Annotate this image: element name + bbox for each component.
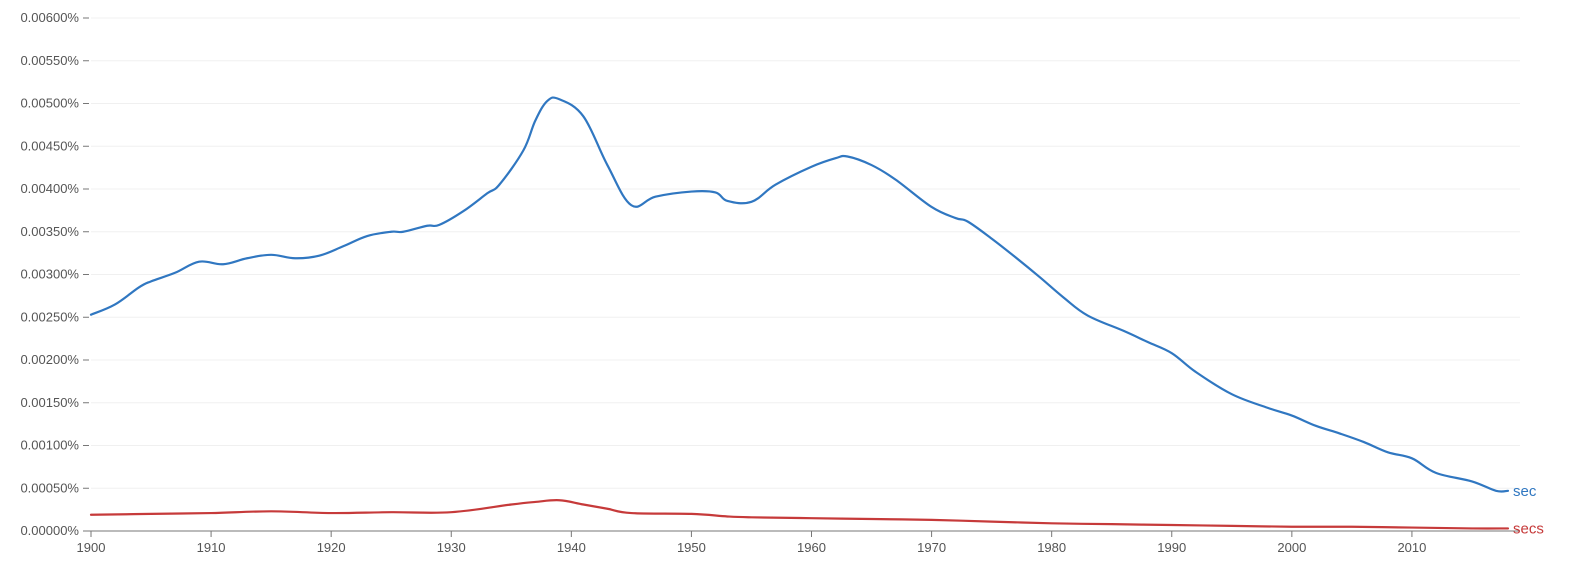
y-tick-label: 0.00050% xyxy=(20,480,79,495)
series-line-sec[interactable] xyxy=(89,96,1510,493)
y-axis: 0.00000% 0.00050% 0.00100% 0.00150% 0.00200%… xyxy=(20,10,89,538)
y-tick-label: 0.00500% xyxy=(20,96,79,111)
x-tick-label: 2010 xyxy=(1397,540,1426,555)
x-tick-label: 1930 xyxy=(437,540,466,555)
x-tick-label: 1950 xyxy=(677,540,706,555)
y-tick-label: 0.00450% xyxy=(20,138,79,153)
x-tick-label: 2000 xyxy=(1277,540,1306,555)
x-tick-label: 1900 xyxy=(77,540,106,555)
y-tick-label: 0.00100% xyxy=(20,438,79,453)
series-line-secs[interactable] xyxy=(89,499,1510,530)
x-tick-label: 1910 xyxy=(197,540,226,555)
x-tick-label: 1940 xyxy=(557,540,586,555)
x-tick-label: 1970 xyxy=(917,540,946,555)
y-tick-label: 0.00400% xyxy=(20,181,79,196)
y-tick-label: 0.00250% xyxy=(20,309,79,324)
y-tick-label: 0.00600% xyxy=(20,10,79,25)
y-tick-label: 0.00150% xyxy=(20,395,79,410)
series-label-sec: sec xyxy=(1513,483,1537,500)
series-labels: sec secs xyxy=(1513,483,1544,538)
y-tick-label: 0.00350% xyxy=(20,224,79,239)
y-tick-label: 0.00200% xyxy=(20,352,79,367)
x-tick-label: 1980 xyxy=(1037,540,1066,555)
y-tick-label: 0.00000% xyxy=(20,523,79,538)
series-label-secs: secs xyxy=(1513,520,1544,537)
grid-lines xyxy=(91,17,1520,489)
x-tick-label: 1990 xyxy=(1157,540,1186,555)
x-tick-label: 1920 xyxy=(317,540,346,555)
series-lines xyxy=(89,96,1510,530)
y-tick-label: 0.00300% xyxy=(20,267,79,282)
x-axis: 1900 1910 1920 1930 1940 1950 1960 1970 1980 1990… xyxy=(77,530,1520,555)
x-tick-label: 1960 xyxy=(797,540,826,555)
y-tick-label: 0.00550% xyxy=(20,53,79,68)
